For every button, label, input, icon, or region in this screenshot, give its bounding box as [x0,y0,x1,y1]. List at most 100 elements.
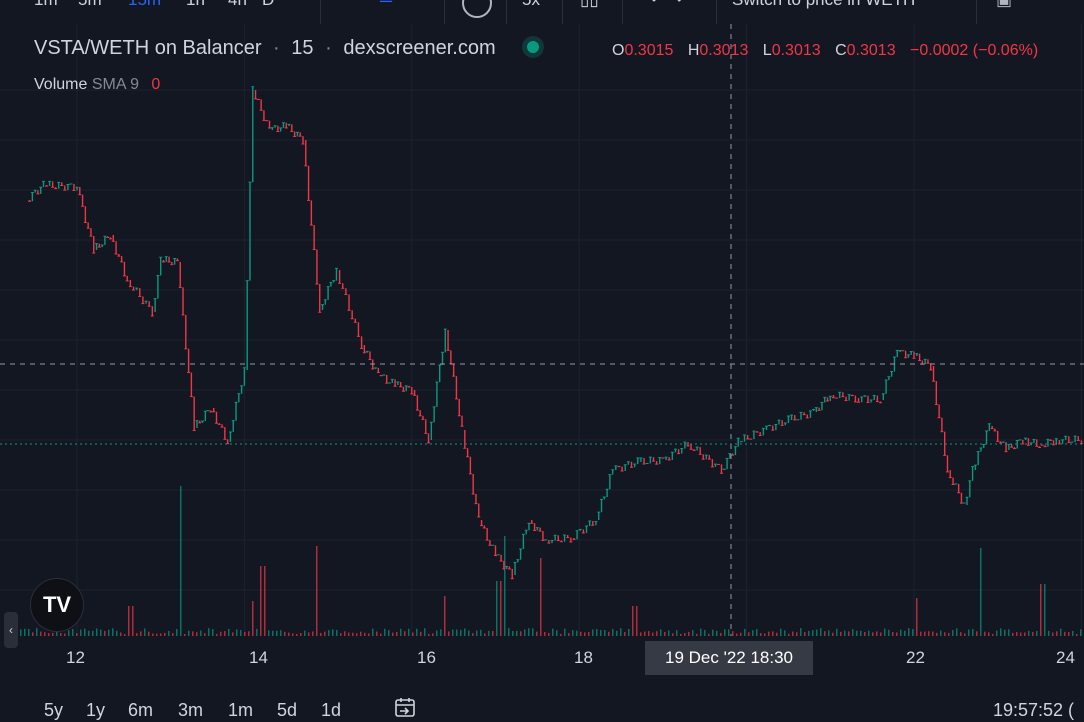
chart-legend: VSTA/WETH on Balancer · 15 · dexscreener… [34,37,540,60]
volume-bar [864,631,866,636]
volume-bar [916,598,918,636]
volume-bar [1008,629,1010,636]
volume-bar [460,629,462,636]
change-value: −0.0002 (−0.06%) [910,42,1039,59]
range-1y[interactable]: 1y [86,700,106,720]
range-5y[interactable]: 5y [44,700,64,720]
volume-bar [952,630,954,636]
volume-bar [564,628,566,636]
interval-d[interactable]: D [262,0,274,10]
volume-bar [1028,630,1030,636]
volume-bar [568,633,570,636]
volume-bar [708,633,710,636]
volume-bar [400,628,402,636]
volume-bar [496,581,498,636]
chevron-left-icon[interactable]: ‹ [4,612,18,648]
volume-bar [692,630,694,636]
volume-bar [392,632,394,636]
interval-5m[interactable]: 5m [78,0,102,10]
volume-bar [972,629,974,636]
sma-label: SMA 9 [91,76,139,93]
volume-bar [892,632,894,636]
fullscreen-icon[interactable]: ▣ [996,0,1012,10]
time-axis[interactable]: 12 14 16 18 22 24 [0,636,1084,680]
range-1d[interactable]: 1d [321,700,342,720]
volume-bar [1020,632,1022,636]
volume-bar [284,631,286,636]
volume-bar [588,632,590,636]
volume-bar [560,633,562,636]
candles-icon[interactable]: ╧ [380,0,392,10]
volume-bar [112,628,114,636]
toolbar-divider [976,0,977,24]
volume-value: 0 [151,76,161,93]
volume-bar [408,628,410,636]
volume-bar [436,630,438,636]
layout-icon[interactable]: ▯▯ [580,0,599,10]
range-1m[interactable]: 1m [228,700,254,720]
volume-bar [764,633,766,636]
interval-4h[interactable]: 4h [228,0,247,10]
price-candles [28,86,1083,580]
calendar-icon[interactable] [394,696,418,720]
volume-bar [672,633,674,636]
interval-15m[interactable]: 15m [128,0,161,10]
range-6m[interactable]: 6m [128,700,154,720]
volume-bar [524,629,526,636]
volume-bar [688,631,690,636]
volume-bar [44,632,46,636]
volume-bar [528,628,530,636]
market-status-icon [527,41,540,53]
range-3m[interactable]: 3m [178,700,204,720]
volume-bar [100,629,102,636]
volume-bar [700,628,702,636]
switch-currency-button[interactable]: Switch to price in WETH [732,0,915,10]
volume-bar [136,633,138,636]
volume-bar [120,632,122,636]
volume-bar [744,628,746,636]
volume-bar [448,631,450,636]
volume-bar [836,628,838,636]
volume-bar [720,632,722,636]
volume-bar [124,633,126,636]
volume-bar [1068,632,1070,636]
high-value: 0.3013 [699,42,749,59]
price-chart[interactable] [0,24,1084,644]
legend-source: dexscreener.com [343,37,496,59]
chart-area[interactable] [0,24,1084,644]
interval-1m[interactable]: 1m [34,0,58,10]
volume-bar [440,629,442,636]
volume-bar [620,628,622,636]
volume-bar [928,631,930,636]
volume-bar [204,633,206,636]
undo-redo-icon[interactable]: ↶ ↷ [650,0,683,10]
volume-bar [80,629,82,636]
volume-bar [108,629,110,636]
volume-bar [932,631,934,636]
compare-button[interactable]: 5x [522,0,540,10]
volume-bar [756,629,758,636]
indicators-icon[interactable] [462,0,492,18]
volume-bar [876,631,878,636]
volume-bar [804,632,806,636]
volume-bar [412,632,414,636]
volume-bar [476,630,478,636]
volume-bar [772,631,774,636]
toolbar-divider [506,0,507,24]
volume-bar [1076,633,1078,636]
volume-bar [912,629,914,636]
volume-bar [192,631,194,636]
volume-bar [128,606,130,636]
volume-bar [576,630,578,636]
range-5d[interactable]: 5d [277,700,298,720]
interval-1h[interactable]: 1h [186,0,205,10]
volume-bar [60,632,62,636]
volume-bar [72,629,74,636]
volume-bar [968,629,970,636]
tradingview-logo-icon[interactable]: TV [30,578,84,632]
time-tick: 24 [1056,648,1075,667]
volume-bar [1056,631,1058,636]
clock-display[interactable]: 19:57:52 ( [992,700,1074,720]
volume-bar [736,633,738,636]
volume-bar [220,631,222,636]
